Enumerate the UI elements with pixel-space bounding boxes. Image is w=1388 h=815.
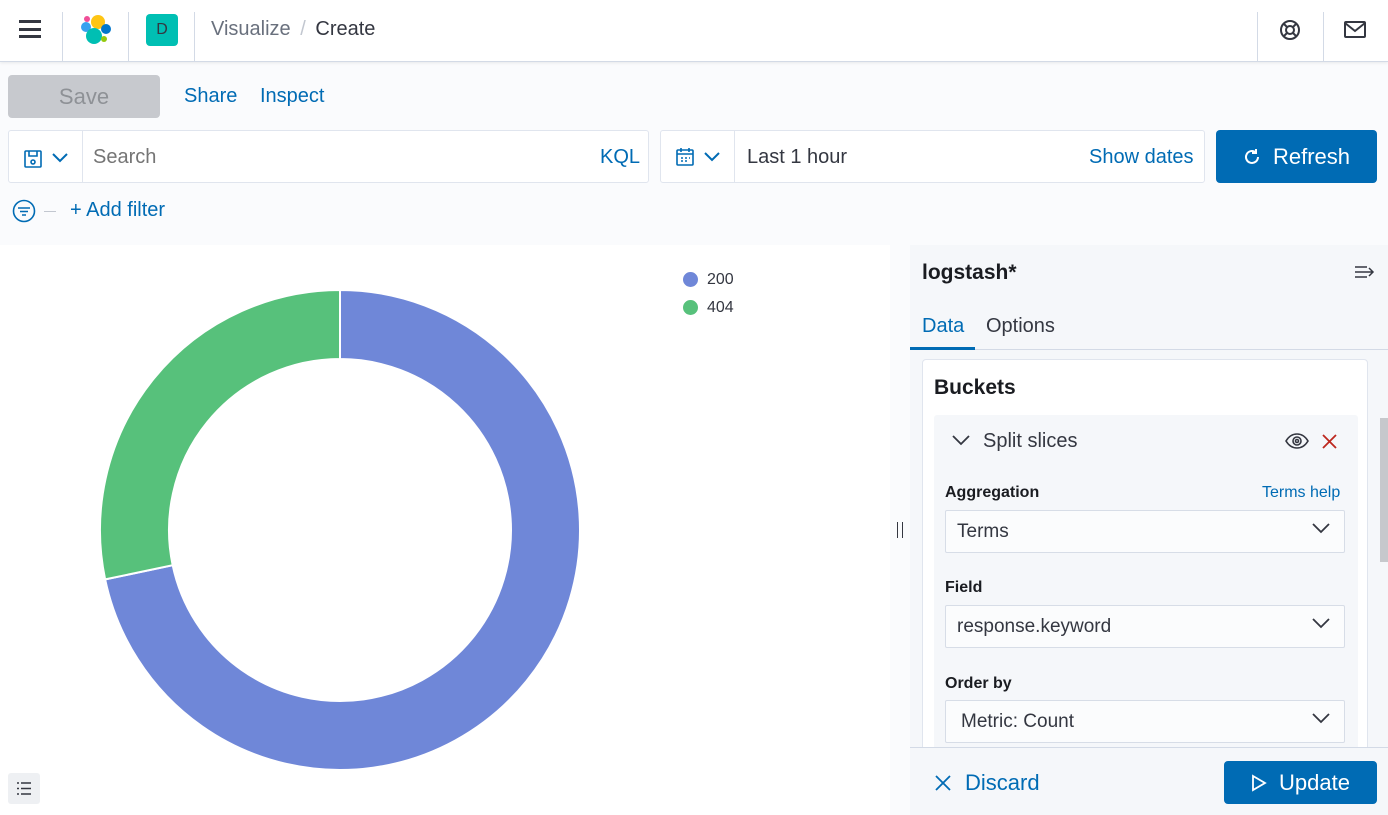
legend-dot: [683, 272, 698, 287]
chevron-down-icon[interactable]: [952, 435, 970, 446]
breadcrumb-create: Create: [315, 18, 376, 40]
discard-label: Discard: [965, 770, 1040, 795]
share-link[interactable]: Share: [184, 85, 238, 107]
breadcrumb: Visualize / Create: [211, 18, 375, 41]
field-value: response.keyword: [957, 615, 1112, 637]
inspect-link[interactable]: Inspect: [260, 85, 325, 107]
chevron-down-icon: [1312, 713, 1330, 724]
legend-toggle-button[interactable]: [8, 773, 40, 804]
aggregation-select[interactable]: Terms: [945, 510, 1345, 553]
resize-handle[interactable]: [897, 522, 903, 538]
quick-select-button[interactable]: [661, 131, 735, 182]
tabs-divider: [975, 349, 1388, 350]
scrollbar[interactable]: [1380, 418, 1388, 562]
legend-item-200[interactable]: 200: [683, 263, 734, 296]
field-select[interactable]: response.keyword: [945, 605, 1345, 648]
filter-icon[interactable]: [12, 199, 36, 223]
chevron-down-icon: [1312, 618, 1330, 629]
save-icon: [24, 150, 42, 168]
donut-chart: [99, 288, 581, 771]
query-bar: KQL: [8, 130, 649, 183]
index-pattern-title: logstash*: [922, 261, 1017, 284]
time-range-label[interactable]: Last 1 hour: [747, 146, 848, 168]
update-button[interactable]: Update: [1224, 761, 1377, 804]
buckets-title: Buckets: [934, 376, 1016, 399]
field-label: Field: [945, 579, 983, 596]
slice-200[interactable]: [103, 288, 581, 771]
show-dates-link[interactable]: Show dates: [1089, 146, 1194, 168]
elastic-logo-icon[interactable]: [79, 13, 113, 47]
legend-label: 404: [707, 298, 734, 316]
menu-icon[interactable]: [19, 20, 41, 38]
tab-options[interactable]: Options: [986, 315, 1055, 337]
calendar-icon: [676, 148, 694, 166]
legend-dot: [683, 300, 698, 315]
refresh-button[interactable]: Refresh: [1216, 130, 1377, 183]
tab-data-underline: [910, 347, 975, 350]
legend: 200 404: [683, 263, 734, 324]
kql-toggle[interactable]: KQL: [600, 146, 641, 168]
close-icon[interactable]: [1322, 434, 1337, 449]
terms-help-link[interactable]: Terms help: [1262, 484, 1341, 501]
refresh-label: Refresh: [1272, 143, 1351, 169]
slice-404[interactable]: [99, 288, 341, 581]
discard-button[interactable]: Discard: [935, 770, 1040, 796]
chart-area: 200 404: [0, 245, 890, 815]
chevron-down-icon: [52, 153, 68, 163]
order-by-label: Order by: [945, 675, 1012, 692]
order-by-select[interactable]: Metric: Count: [945, 700, 1345, 743]
order-by-value: Metric: Count: [961, 710, 1074, 732]
top-header: D Visualize / Create: [0, 0, 1388, 62]
tab-data[interactable]: Data: [922, 315, 965, 337]
save-button[interactable]: Save: [8, 75, 160, 118]
breadcrumb-separator: /: [300, 18, 306, 40]
collapse-sidebar-icon[interactable]: [1355, 265, 1375, 279]
legend-label: 200: [707, 270, 734, 288]
aggregation-label: Aggregation: [945, 484, 1040, 501]
update-label: Update: [1279, 769, 1350, 795]
filter-divider: [44, 211, 56, 212]
help-icon[interactable]: [1279, 19, 1301, 41]
search-input[interactable]: [85, 139, 575, 175]
mail-icon[interactable]: [1344, 21, 1366, 38]
chevron-down-icon: [704, 152, 720, 162]
list-icon: [17, 782, 31, 795]
refresh-icon: [1244, 148, 1259, 164]
space-avatar[interactable]: D: [146, 14, 178, 46]
add-filter-button[interactable]: + Add filter: [70, 199, 166, 221]
legend-item-404[interactable]: 404: [683, 291, 734, 324]
chevron-down-icon: [1312, 523, 1330, 534]
date-picker: Last 1 hour Show dates: [660, 130, 1205, 183]
breadcrumb-visualize[interactable]: Visualize: [211, 18, 291, 40]
aggregation-value: Terms: [957, 520, 1009, 542]
saved-query-button[interactable]: [9, 131, 83, 182]
cross-icon: [935, 775, 951, 791]
buckets-panel: Buckets: [922, 359, 1368, 759]
play-icon: [1252, 773, 1267, 792]
eye-icon[interactable]: [1285, 432, 1309, 450]
bucket-title[interactable]: Split slices: [983, 430, 1078, 452]
